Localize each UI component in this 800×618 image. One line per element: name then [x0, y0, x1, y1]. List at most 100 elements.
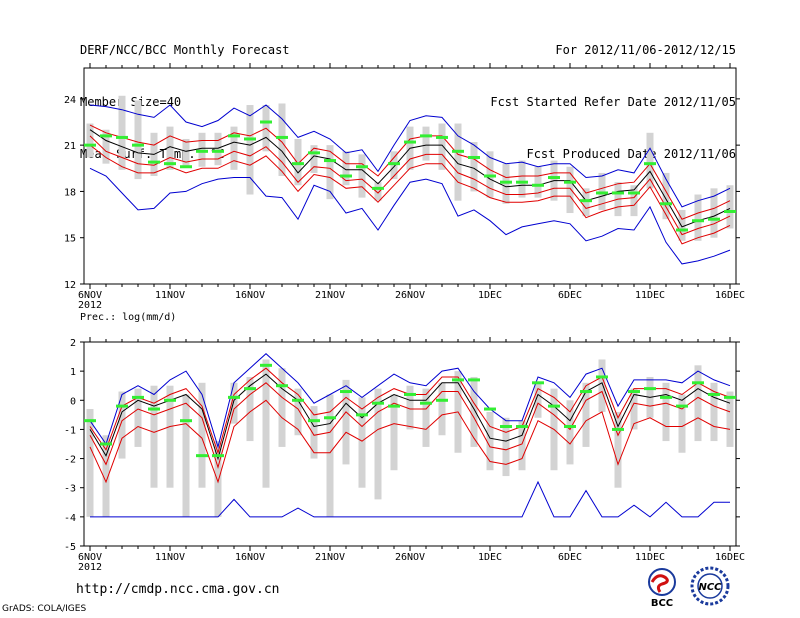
prec-ensemble-box — [326, 394, 334, 517]
prec-ensemble-box — [374, 388, 382, 500]
prec-ensemble-box — [214, 441, 222, 517]
temp-ytick-label: 21 — [64, 141, 76, 152]
prec-forecast-dash — [292, 398, 304, 402]
prec-ensemble-box — [406, 385, 414, 430]
temp-forecast-dash — [84, 143, 96, 147]
temp-xtick-label: 26NOV — [395, 290, 425, 301]
temp-forecast-dash — [196, 149, 208, 153]
temp-ensemble-box — [726, 185, 734, 229]
prec-ensemble-box — [230, 382, 238, 424]
prec-ensemble-box — [86, 409, 94, 517]
prec-xtick-label: 1DEC — [478, 552, 502, 563]
prec-ensemble-box — [710, 382, 718, 442]
prec-ensemble-box — [614, 411, 622, 488]
temp-forecast-dash — [420, 134, 432, 138]
prec-ensemble-box — [630, 388, 638, 430]
prec-ensemble-box — [358, 397, 366, 488]
prec-forecast-dash — [356, 413, 368, 417]
temp-forecast-dash — [356, 165, 368, 169]
temp-forecast-dash — [244, 137, 256, 141]
prec-forecast-dash — [676, 404, 688, 408]
bcc-logo-ring — [648, 568, 676, 596]
temp-forecast-dash — [212, 149, 224, 153]
temp-ensemble-box — [198, 132, 206, 167]
prec-ensemble-box — [166, 385, 174, 488]
temp-forecast-dash — [628, 191, 640, 195]
chart-title: DERF/NCC/BCC Monthly Forecast — [80, 43, 290, 57]
prec-xtick-label: 26NOV — [395, 552, 425, 563]
prec-ensemble-box — [342, 379, 350, 465]
temp-forecast-dash — [596, 191, 608, 195]
temp-ensemble-box — [390, 151, 398, 180]
temp-xtick-label: 6NOV — [78, 290, 102, 301]
temp-forecast-dash — [276, 135, 288, 139]
prec-ytick-label: -1 — [64, 425, 76, 436]
temp-forecast-dash — [388, 162, 400, 166]
temp-ensemble-box — [182, 138, 190, 167]
temp-series-min — [89, 167, 731, 265]
prec-ytick-label: 1 — [70, 367, 76, 378]
temp-xtick-label: 11DEC — [635, 290, 665, 301]
prec-forecast-dash — [308, 419, 320, 423]
forecast-period: For 2012/11/06-2012/12/15 — [555, 43, 736, 57]
temp-ytick-label: 18 — [64, 187, 76, 198]
temp-forecast-dash — [228, 134, 240, 138]
refer-date: Fcst Started Refer Date 2012/11/05 — [490, 95, 736, 109]
temp-forecast-dash — [340, 174, 352, 178]
temp-forecast-dash — [324, 159, 336, 163]
prec-forecast-dash — [84, 419, 96, 423]
bcc-logo-swirl — [650, 574, 669, 593]
temp-ensemble-box — [246, 105, 254, 195]
temp-ensemble-box — [694, 194, 702, 241]
temp-series-max — [89, 104, 731, 208]
prec-forecast-dash — [468, 378, 480, 382]
prec-ensemble-box — [694, 365, 702, 442]
grads-credit: GrADS: COLA/IGES — [2, 604, 87, 614]
prec-ytick-label: -3 — [64, 484, 76, 495]
temp-ensemble-box — [374, 182, 382, 201]
prec-xtick-label: 21NOV — [315, 552, 345, 563]
prec-forecast-dash — [372, 401, 384, 405]
produced-date: Fcst Produced Date 2012/11/06 — [526, 147, 736, 161]
temp-forecast-dash — [292, 162, 304, 166]
prec-forecast-dash — [324, 416, 336, 420]
prec-forecast-dash — [388, 404, 400, 408]
temp-ensemble-box — [230, 126, 238, 170]
prec-forecast-dash — [340, 390, 352, 394]
temp-xtick-label: 16NOV — [235, 290, 265, 301]
footer-url[interactable]: http://cmdp.ncc.cma.gov.cn — [76, 582, 280, 597]
prec-forecast-dash — [724, 395, 736, 399]
ncc-logo-text: NCC — [698, 582, 722, 593]
temp-forecast-dash — [148, 160, 160, 164]
temp-forecast-dash — [452, 149, 464, 153]
bcc-logo: BCC — [648, 568, 676, 608]
temp-forecast-dash — [308, 151, 320, 155]
prec-forecast-dash — [644, 387, 656, 391]
prec-ensemble-box — [182, 394, 190, 517]
temp-ytick-label: 24 — [64, 95, 76, 106]
prec-ensemble-box — [118, 391, 126, 459]
temp-forecast-dash — [708, 217, 720, 221]
temp-forecast-dash — [164, 162, 176, 166]
bcc-logo-text: BCC — [651, 598, 673, 608]
prec-forecast-dash — [660, 395, 672, 399]
temp-ensemble-box — [294, 138, 302, 186]
temp-ensemble-box — [646, 132, 654, 189]
prec-forecast-dash — [452, 378, 464, 382]
temp-forecast-dash — [644, 162, 656, 166]
prec-ensemble-box — [598, 359, 606, 412]
prec-xtick-label: 16DEC — [715, 552, 745, 563]
temp-ensemble-box — [422, 126, 430, 161]
prec-xtick-label: 11NOV — [155, 552, 185, 563]
prec-series-mean — [89, 373, 731, 461]
temp-xtick-label: 16DEC — [715, 290, 745, 301]
temp-forecast-dash — [660, 202, 672, 206]
temp-forecast-dash — [564, 180, 576, 184]
temp-forecast-dash — [692, 219, 704, 223]
temp-forecast-dash — [724, 209, 736, 213]
temp-xtick-label: 21NOV — [315, 290, 345, 301]
temp-forecast-dash — [532, 183, 544, 187]
prec-ensemble-box — [390, 394, 398, 471]
temp-ensemble-box — [310, 145, 318, 173]
prec-forecast-dash — [196, 454, 208, 458]
